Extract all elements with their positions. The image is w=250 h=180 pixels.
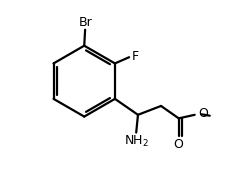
Text: O: O: [198, 107, 208, 120]
Text: Br: Br: [78, 16, 92, 29]
Text: O: O: [173, 138, 183, 151]
Text: NH$_2$: NH$_2$: [124, 133, 149, 148]
Text: F: F: [132, 50, 139, 63]
